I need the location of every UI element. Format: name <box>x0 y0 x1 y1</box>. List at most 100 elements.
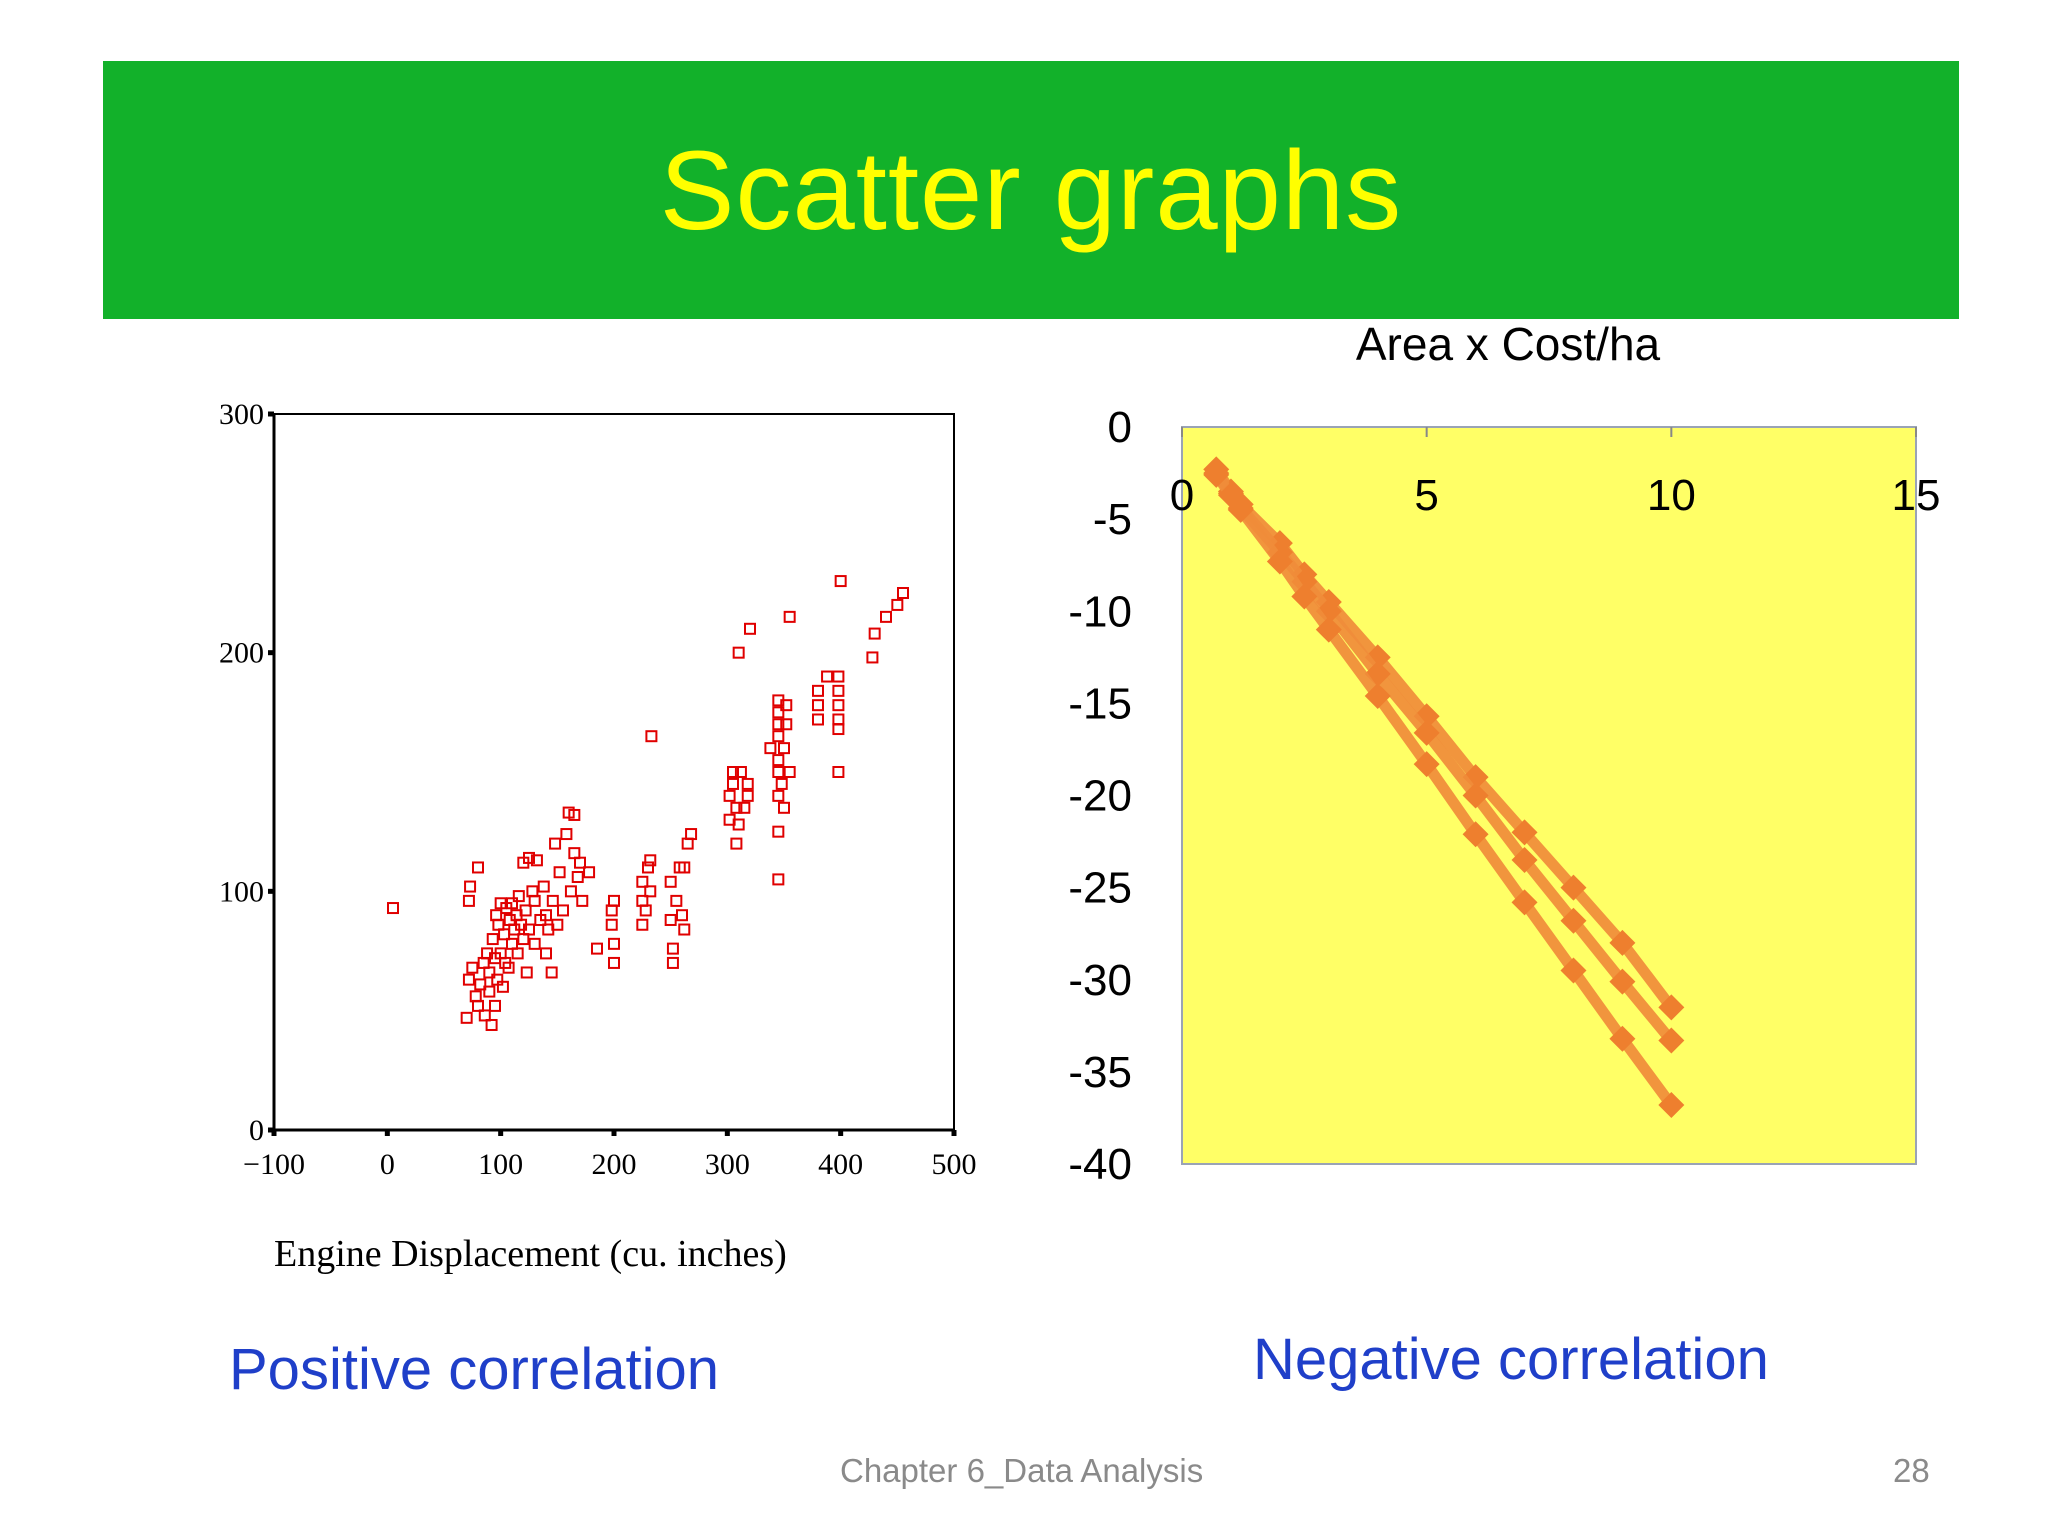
scatter-point <box>528 937 541 950</box>
scatter-point <box>741 789 754 802</box>
scatter-point <box>512 890 525 903</box>
y-tick-mark <box>268 411 274 417</box>
series-point <box>1227 496 1254 523</box>
scatter-point <box>520 966 533 979</box>
scatter-point <box>644 854 657 867</box>
scatter-point <box>466 961 479 974</box>
scatter-point <box>523 851 535 864</box>
scatter-point <box>472 861 484 874</box>
scatter-point <box>812 699 824 712</box>
scatter-point <box>485 1018 498 1031</box>
chart-title: Area x Cost/ha <box>1356 318 1661 370</box>
series-point <box>1658 1027 1685 1054</box>
scatter-point <box>772 873 785 886</box>
scatter-point <box>608 894 620 907</box>
plot-frame <box>273 413 955 1131</box>
scatter-point <box>730 837 743 850</box>
scatter-point <box>678 923 691 936</box>
scatter-point <box>778 742 790 755</box>
series-point <box>1266 548 1293 575</box>
scatter-point <box>772 754 785 767</box>
scatter-point <box>528 894 541 907</box>
x-tick-label: 400 <box>818 1148 863 1181</box>
scatter-point <box>645 730 658 743</box>
x-tick-label: 300 <box>705 1148 750 1181</box>
series-point <box>1609 929 1636 956</box>
scatter-point <box>664 913 677 926</box>
scatter-point <box>678 861 691 874</box>
scatter-point <box>537 880 550 893</box>
x-tick-mark <box>838 1130 844 1136</box>
scatter-point <box>732 818 745 831</box>
series-point <box>1658 1092 1685 1119</box>
scatter-point <box>772 789 785 802</box>
series-point <box>1560 874 1587 901</box>
scatter-point <box>832 766 845 778</box>
scatter-point <box>540 947 552 960</box>
scatter-point <box>636 875 649 888</box>
x-tick-mark <box>611 1130 617 1136</box>
scatter-point <box>727 777 739 790</box>
scatter-point <box>551 918 564 931</box>
x-tick-label: 200 <box>592 1148 637 1181</box>
scatter-point <box>511 947 524 960</box>
scatter-point <box>723 789 736 802</box>
negative-line-chart: Area x Cost/ha 0 5 10 15 0 -5 -10 -15 -20 -25 -30 -3… <box>1068 318 1940 1189</box>
scatter-point <box>772 706 785 719</box>
x-tick-label: 0 <box>380 1148 395 1181</box>
y-tick-label: -40 <box>1068 1140 1132 1189</box>
scatter-point <box>670 894 683 907</box>
scatter-point <box>557 904 569 917</box>
x-tick-mark <box>951 1130 957 1136</box>
page-number: 28 <box>1893 1452 1930 1489</box>
scatter-point <box>772 825 785 838</box>
y-tick-mark <box>268 650 274 656</box>
scatter-point <box>732 646 745 659</box>
scatter-point <box>564 885 577 898</box>
scatter-point <box>772 766 785 778</box>
scatter-point <box>605 918 618 931</box>
scatter-point <box>642 861 654 874</box>
series-point <box>1462 821 1489 848</box>
x-tick-label: 100 <box>478 1148 523 1181</box>
scatter-point <box>464 880 477 893</box>
scatter-point <box>664 875 677 888</box>
scatter-point <box>489 999 501 1012</box>
scatter-point <box>576 894 589 907</box>
y-tick-label: 300 <box>219 398 264 431</box>
y-tick-label: -5 <box>1093 495 1132 544</box>
series-point <box>1291 583 1318 610</box>
scatter-point <box>545 966 558 979</box>
scatter-point <box>636 918 649 931</box>
scatter-point <box>496 980 509 993</box>
scatter-point <box>571 871 584 884</box>
scatter-point <box>483 985 496 998</box>
scatter-point <box>583 866 596 879</box>
x-tick-label: 10 <box>1647 471 1696 520</box>
x-tick-label: 0 <box>1170 471 1194 520</box>
scatter-point <box>866 651 879 664</box>
scatter-point <box>478 1009 491 1022</box>
series-point <box>1203 461 1230 488</box>
series-point <box>1413 719 1440 746</box>
scatter-point <box>880 610 892 623</box>
scatter-point <box>734 766 747 778</box>
scatter-point <box>780 699 793 712</box>
scatter-point <box>591 942 603 955</box>
scatter-point <box>553 866 566 879</box>
scatter-point <box>832 670 845 683</box>
scatter-point <box>574 856 586 869</box>
scatter-point <box>730 801 743 814</box>
x-axis-title: Engine Displacement (cu. inches) <box>274 1233 787 1275</box>
scatter-point <box>897 587 909 599</box>
x-tick-label: −100 <box>243 1148 305 1181</box>
series-point <box>1560 957 1587 984</box>
scatter-point <box>744 622 756 635</box>
plot-area <box>1181 426 1917 1165</box>
x-tick-label: 500 <box>932 1148 977 1181</box>
scatter-point <box>560 828 573 841</box>
left-caption: Positive correlation <box>229 1337 719 1402</box>
scatter-point <box>639 904 652 917</box>
series-point <box>1511 846 1538 873</box>
